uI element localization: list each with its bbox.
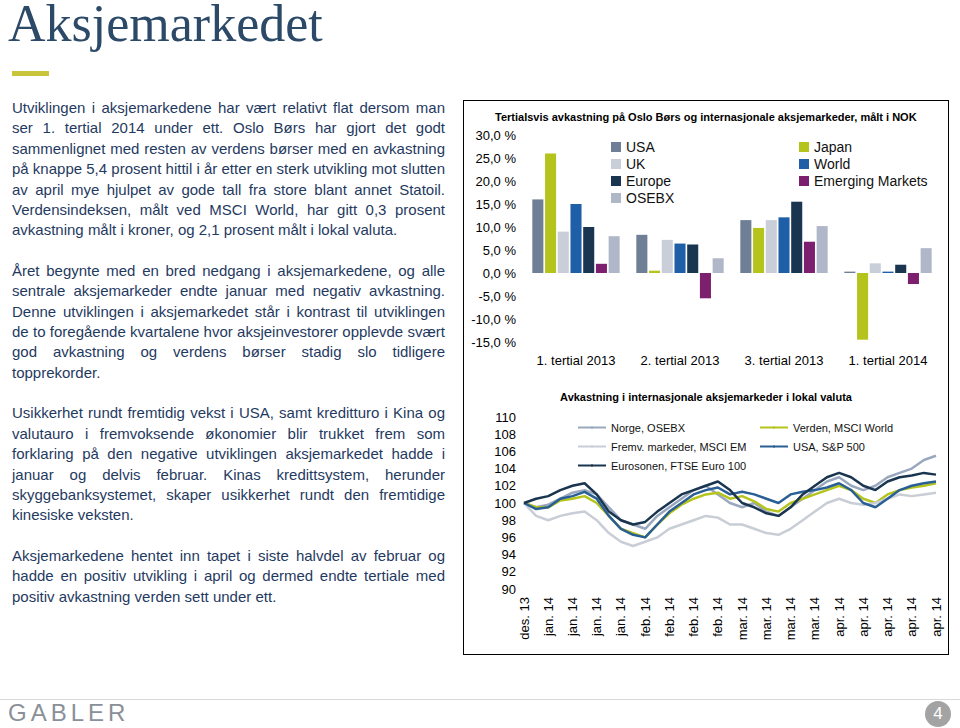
svg-text:106: 106 <box>494 444 516 459</box>
svg-text:mar. 14: mar. 14 <box>807 597 822 640</box>
svg-text:Emerging Markets: Emerging Markets <box>814 173 928 189</box>
svg-text:15,0 %: 15,0 % <box>476 197 517 212</box>
svg-text:90: 90 <box>502 582 516 597</box>
svg-text:jan. 14: jan. 14 <box>589 597 604 637</box>
svg-text:USA: USA <box>626 139 655 155</box>
html-text:Utviklingen i aksjemarkedene h: Utviklingen i aksjemarkedene har vært re… <box>12 99 445 239</box>
svg-text:mar. 14: mar. 14 <box>735 597 750 640</box>
svg-text:mar. 14: mar. 14 <box>759 597 774 640</box>
svg-text:102: 102 <box>494 478 516 493</box>
svg-text:0,0 %: 0,0 % <box>483 266 517 281</box>
svg-text:1. tertial 2013: 1. tertial 2013 <box>537 353 616 368</box>
svg-text:apr. 14: apr. 14 <box>904 597 919 637</box>
svg-text:5,0 %: 5,0 % <box>483 243 517 258</box>
svg-text:jan. 14: jan. 14 <box>565 597 580 637</box>
svg-text:Japan: Japan <box>814 139 852 155</box>
svg-text:96: 96 <box>502 530 516 545</box>
html-text:Aksjemarkedene hentet inn tape: Aksjemarkedene hentet inn tapet i siste … <box>12 546 445 605</box>
svg-text:1. tertial 2014: 1. tertial 2014 <box>849 353 928 368</box>
svg-text:apr. 14: apr. 14 <box>856 597 871 637</box>
svg-text:Verden, MSCI World: Verden, MSCI World <box>793 422 893 434</box>
svg-text:94: 94 <box>502 547 516 562</box>
svg-text:OSEBX: OSEBX <box>626 190 675 206</box>
svg-text:apr. 14: apr. 14 <box>880 597 895 637</box>
svg-text:apr. 14: apr. 14 <box>832 597 847 637</box>
html-text:GABLER: GABLER <box>8 699 130 726</box>
svg-text:feb. 14: feb. 14 <box>662 597 677 637</box>
svg-text:feb. 14: feb. 14 <box>638 597 653 637</box>
svg-text:92: 92 <box>502 564 516 579</box>
svg-text:des. 13: des. 13 <box>517 597 532 640</box>
svg-text:USA, S&P 500: USA, S&P 500 <box>793 441 865 453</box>
svg-text:feb. 14: feb. 14 <box>710 597 725 637</box>
html-text:4: 4 <box>933 704 943 723</box>
svg-text:jan. 14: jan. 14 <box>541 597 556 637</box>
svg-text:apr. 14: apr. 14 <box>929 597 944 637</box>
svg-text:-15,0 %: -15,0 % <box>471 335 516 350</box>
svg-text:100: 100 <box>494 496 516 511</box>
html-text:Året begynte med en bred nedga: Året begynte med en bred nedgang i aksje… <box>12 261 445 381</box>
svg-text:feb. 14: feb. 14 <box>686 597 701 637</box>
svg-text:Avkastning i internasjonale ak: Avkastning i internasjonale aksjemarkede… <box>560 391 853 403</box>
svg-text:110: 110 <box>495 410 516 425</box>
svg-text:Tertialsvis avkastning på Oslo: Tertialsvis avkastning på Oslo Børs og i… <box>495 111 917 123</box>
svg-text:25,0 %: 25,0 % <box>476 151 517 166</box>
svg-text:108: 108 <box>494 427 516 442</box>
svg-text:Europe: Europe <box>626 173 671 189</box>
svg-text:104: 104 <box>494 461 516 476</box>
svg-text:98: 98 <box>502 513 516 528</box>
svg-text:-5,0 %: -5,0 % <box>478 289 516 304</box>
svg-text:2. tertial 2013: 2. tertial 2013 <box>641 353 720 368</box>
svg-text:30,0 %: 30,0 % <box>476 128 517 143</box>
svg-text:10,0 %: 10,0 % <box>476 220 517 235</box>
svg-text:Norge, OSEBX: Norge, OSEBX <box>611 422 686 434</box>
svg-text:-10,0 %: -10,0 % <box>471 312 516 327</box>
html-text:Usikkerhet rundt fremtidig vek: Usikkerhet rundt fremtidig vekst i USA, … <box>12 404 445 524</box>
svg-text:UK: UK <box>626 156 646 172</box>
svg-text:Fremv. markeder, MSCI EM: Fremv. markeder, MSCI EM <box>611 441 746 453</box>
svg-text:3. tertial 2013: 3. tertial 2013 <box>745 353 824 368</box>
svg-text:mar. 14: mar. 14 <box>783 597 798 640</box>
svg-text:Eurosonen, FTSE Euro 100: Eurosonen, FTSE Euro 100 <box>611 460 746 472</box>
svg-text:World: World <box>814 156 850 172</box>
svg-text:jan. 14: jan. 14 <box>613 597 628 637</box>
svg-text:20,0 %: 20,0 % <box>476 174 517 189</box>
